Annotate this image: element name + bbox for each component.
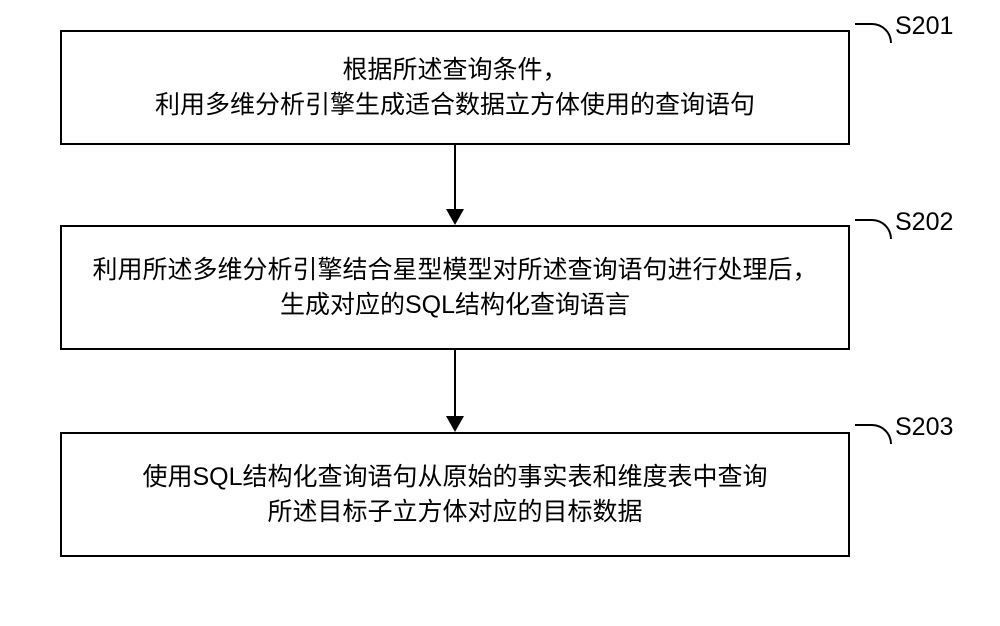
arrow-s202-s203-line — [454, 350, 456, 416]
step-s202-box: 利用所述多维分析引擎结合星型模型对所述查询语句进行处理后， 生成对应的SQL结构… — [60, 225, 850, 350]
arrow-s201-s202-line — [454, 145, 456, 209]
flowchart-canvas: 根据所述查询条件， 利用多维分析引擎生成适合数据立方体使用的查询语句 S201 … — [0, 0, 1000, 626]
step-s201-label: S201 — [895, 12, 953, 41]
step-s203-line2: 所述目标子立方体对应的目标数据 — [267, 495, 642, 530]
step-s203-line1: 使用SQL结构化查询语句从原始的事实表和维度表中查询 — [142, 460, 767, 495]
step-s201-box: 根据所述查询条件， 利用多维分析引擎生成适合数据立方体使用的查询语句 — [60, 30, 850, 145]
step-s202-label: S202 — [895, 208, 953, 237]
step-s202-leader — [855, 219, 892, 239]
step-s201-leader — [855, 23, 892, 43]
arrow-s201-s202-head — [446, 209, 464, 225]
step-s201-line2: 利用多维分析引擎生成适合数据立方体使用的查询语句 — [155, 88, 755, 123]
arrow-s202-s203-head — [446, 416, 464, 432]
step-s203-leader — [855, 424, 892, 444]
step-s202-line1: 利用所述多维分析引擎结合星型模型对所述查询语句进行处理后， — [92, 253, 817, 288]
step-s201-line1: 根据所述查询条件， — [342, 53, 567, 88]
step-s203-label: S203 — [895, 413, 953, 442]
step-s203-box: 使用SQL结构化查询语句从原始的事实表和维度表中查询 所述目标子立方体对应的目标… — [60, 432, 850, 557]
step-s202-line2: 生成对应的SQL结构化查询语言 — [280, 288, 630, 323]
